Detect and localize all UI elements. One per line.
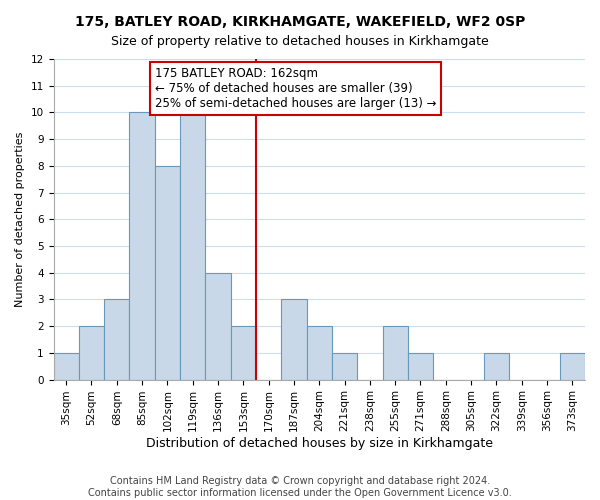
Bar [180, 112, 205, 380]
Bar [155, 166, 180, 380]
Bar [383, 326, 408, 380]
Bar [104, 300, 130, 380]
X-axis label: Distribution of detached houses by size in Kirkhamgate: Distribution of detached houses by size … [146, 437, 493, 450]
Bar [408, 353, 433, 380]
Bar [560, 353, 585, 380]
Y-axis label: Number of detached properties: Number of detached properties [15, 132, 25, 307]
Bar [332, 353, 357, 380]
Bar [130, 112, 155, 380]
Text: 175 BATLEY ROAD: 162sqm
← 75% of detached houses are smaller (39)
25% of semi-de: 175 BATLEY ROAD: 162sqm ← 75% of detache… [155, 67, 436, 110]
Bar [53, 353, 79, 380]
Text: Size of property relative to detached houses in Kirkhamgate: Size of property relative to detached ho… [111, 35, 489, 48]
Bar [230, 326, 256, 380]
Text: Contains HM Land Registry data © Crown copyright and database right 2024.
Contai: Contains HM Land Registry data © Crown c… [88, 476, 512, 498]
Bar [79, 326, 104, 380]
Bar [484, 353, 509, 380]
Bar [281, 300, 307, 380]
Bar [307, 326, 332, 380]
Bar [205, 272, 230, 380]
Text: 175, BATLEY ROAD, KIRKHAMGATE, WAKEFIELD, WF2 0SP: 175, BATLEY ROAD, KIRKHAMGATE, WAKEFIELD… [75, 15, 525, 29]
